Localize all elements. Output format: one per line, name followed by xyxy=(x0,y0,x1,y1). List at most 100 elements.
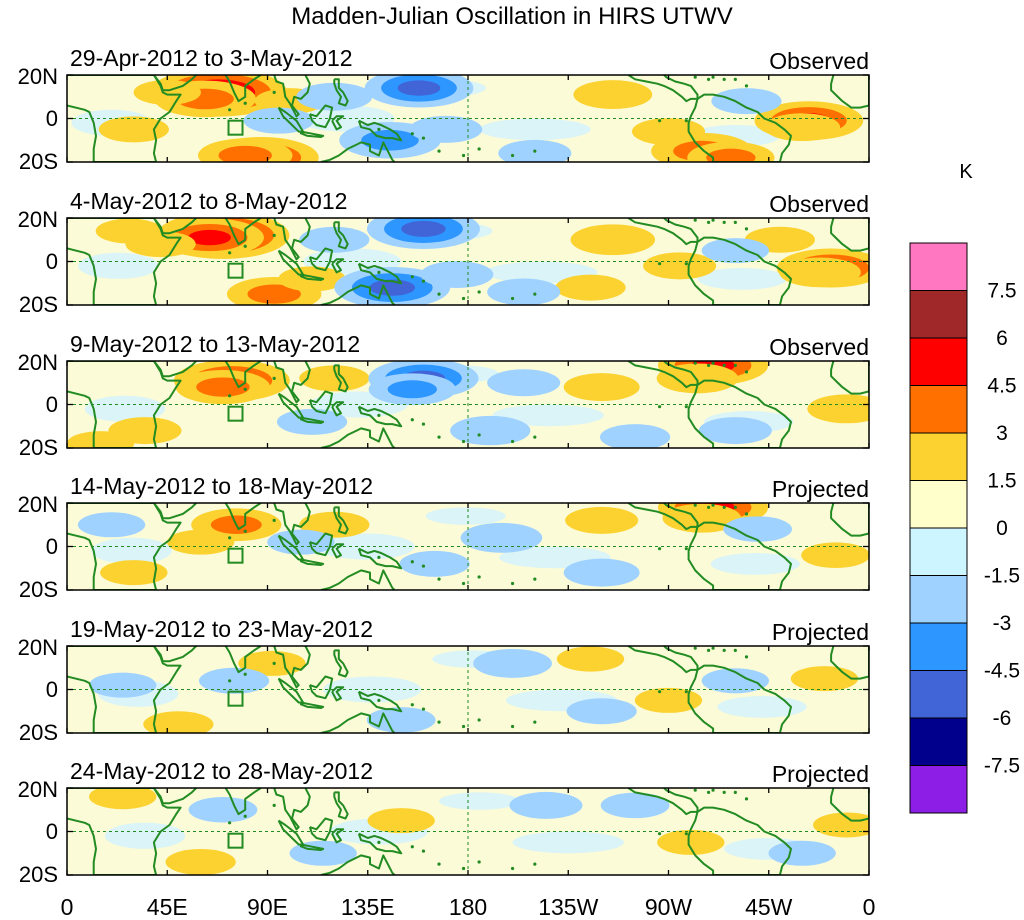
anomaly-contour-level xyxy=(399,550,470,577)
island xyxy=(461,439,466,444)
coastline xyxy=(153,788,197,805)
island xyxy=(744,370,749,374)
coastline xyxy=(320,284,396,305)
island xyxy=(722,648,726,652)
anomaly-contour-level xyxy=(701,238,770,264)
anomaly-blob xyxy=(299,226,370,253)
coastline xyxy=(273,218,311,261)
island xyxy=(733,363,737,367)
coastline xyxy=(627,75,699,103)
reference-box-marker xyxy=(227,832,244,849)
panel-period-label: 19-May-2012 to 23-May-2012 xyxy=(70,616,373,642)
island xyxy=(510,439,515,444)
coastline xyxy=(333,364,349,393)
island xyxy=(707,505,711,509)
colorbar-level-label: -7.5 xyxy=(984,755,1020,778)
island xyxy=(421,564,426,568)
island xyxy=(657,690,662,694)
anomaly-blob xyxy=(599,424,671,448)
coastline xyxy=(320,427,396,448)
anomaly-contour-level xyxy=(289,840,357,866)
island xyxy=(243,387,247,391)
anomaly-contour-level xyxy=(563,558,640,587)
anomaly-blob xyxy=(701,668,770,694)
panel-status-label: Projected xyxy=(772,761,869,787)
colorbar-level-label: 0 xyxy=(996,517,1008,540)
y-tick-label: 0 xyxy=(46,249,58,274)
colorbar-level-label: 3 xyxy=(996,422,1008,445)
island xyxy=(377,270,381,274)
island xyxy=(377,840,381,844)
anomaly-contour-level xyxy=(89,672,157,698)
coastline xyxy=(153,503,197,520)
anomaly-contour-level xyxy=(247,284,301,304)
island xyxy=(711,361,715,365)
island xyxy=(437,292,441,296)
anomaly-blob xyxy=(198,138,293,162)
island xyxy=(744,797,749,801)
anomaly-blob xyxy=(790,666,859,692)
anomaly-contour-level xyxy=(764,113,841,142)
island xyxy=(733,505,737,509)
anomaly-blob xyxy=(565,506,639,534)
island xyxy=(243,672,247,676)
coastline xyxy=(357,262,403,285)
island xyxy=(693,503,697,507)
island xyxy=(421,707,426,711)
y-tick-label: 0 xyxy=(46,392,58,417)
island xyxy=(410,275,414,279)
coastline xyxy=(299,558,325,566)
anomaly-contour-level xyxy=(768,840,836,866)
coastline xyxy=(273,646,311,689)
colorbar-swatch xyxy=(909,290,968,339)
anomaly-blob xyxy=(450,415,531,446)
island xyxy=(533,720,537,724)
anomaly-blob xyxy=(133,79,201,105)
coastline xyxy=(320,854,396,875)
colorbar-level-label: -3 xyxy=(993,612,1012,635)
y-tick-label: 20S xyxy=(19,577,58,602)
island xyxy=(410,845,414,849)
coastline xyxy=(687,806,792,875)
anomaly-blob xyxy=(98,116,169,143)
island xyxy=(657,119,662,123)
x-tick-label: 90W xyxy=(645,894,693,920)
anomaly-blob xyxy=(89,788,157,810)
anomaly-contour-level xyxy=(656,363,739,394)
anomaly-blob xyxy=(367,808,435,834)
background-anomaly-patch xyxy=(78,252,159,279)
anomaly-contour-level xyxy=(296,82,373,111)
coastline xyxy=(273,503,311,546)
anomaly-contour-level xyxy=(450,415,531,446)
background-anomaly-patch xyxy=(512,831,624,854)
anomaly-contour-level xyxy=(698,417,772,445)
island xyxy=(188,876,191,879)
colorbar-swatch xyxy=(909,575,968,624)
anomaly-contour-level xyxy=(143,711,214,733)
island xyxy=(707,790,711,794)
anomaly-blob xyxy=(89,672,157,698)
anomaly-contour-level xyxy=(643,252,717,280)
anomaly-blob xyxy=(165,848,236,875)
colorbar-swatch xyxy=(909,432,968,481)
anomaly-blob xyxy=(807,394,869,424)
reference-box-marker xyxy=(227,405,244,422)
island xyxy=(410,418,414,422)
island xyxy=(684,832,688,836)
anomaly-blob xyxy=(420,261,494,289)
anomaly-contour-level xyxy=(166,529,235,555)
coastline xyxy=(627,503,699,531)
anomaly-contour-level xyxy=(801,542,869,568)
island xyxy=(707,77,711,81)
coastline xyxy=(627,646,699,674)
island xyxy=(533,292,537,296)
island xyxy=(461,581,466,586)
coastline xyxy=(67,646,182,733)
coastline xyxy=(299,416,325,424)
island xyxy=(693,646,697,650)
coastlines xyxy=(67,218,869,305)
colorbar-swatch xyxy=(909,670,968,719)
x-tick-label: 135W xyxy=(538,894,598,920)
panel-5: 20N 0 20S 19-May-2012 to 23-May-2012 Project… xyxy=(18,616,870,745)
anomaly-blob xyxy=(656,363,739,394)
